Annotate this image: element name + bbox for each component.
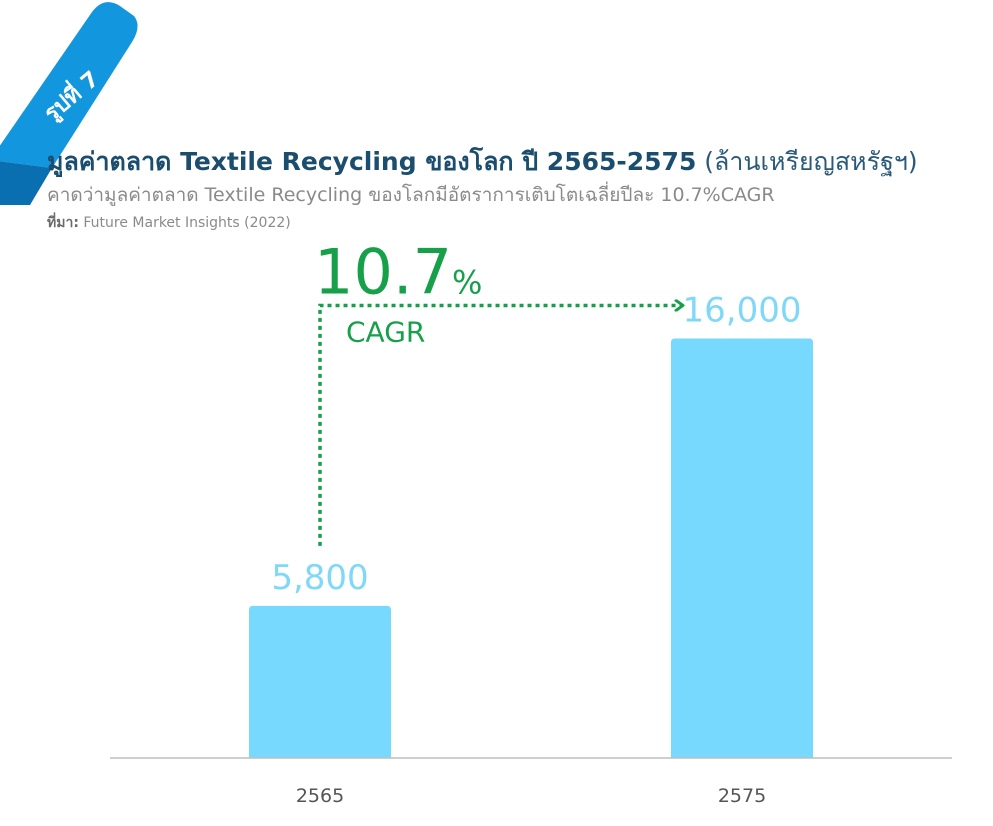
chart-title-text: มูลค่าตลาด Textile Recycling ของโลก ปี 2… (47, 147, 697, 176)
x-tick-label-2575: 2575 (718, 785, 766, 807)
bars-layer: 5,800 2565 16,000 2575 (249, 290, 813, 807)
bar-2575 (671, 338, 813, 758)
chart-title: มูลค่าตลาด Textile Recycling ของโลก ปี 2… (47, 142, 918, 182)
source-text: Future Market Insights (2022) (83, 215, 291, 231)
source-label: ที่มา: (47, 215, 79, 231)
data-label-2565: 5,800 (271, 558, 368, 598)
x-tick-label-2565: 2565 (296, 785, 344, 807)
cagr-value: 10.7% (314, 235, 482, 308)
chart-source: ที่มา: Future Market Insights (2022) (47, 212, 291, 234)
cagr-annotation: 10.7% CAGR (314, 235, 682, 546)
cagr-label: CAGR (346, 315, 425, 348)
chart-subtitle: คาดว่ามูลค่าตลาด Textile Recycling ของโล… (47, 184, 775, 206)
figure-badge-ribbon: รูปที่ 7 (0, 2, 138, 205)
cagr-number: 10.7 (314, 235, 452, 308)
bar-2565 (249, 605, 391, 758)
cagr-unit: % (452, 263, 482, 301)
cagr-arrow (318, 305, 682, 546)
chart-title-unit: (ล้านเหรียญสหรัฐฯ) (704, 147, 918, 176)
data-label-2575: 16,000 (683, 290, 802, 330)
